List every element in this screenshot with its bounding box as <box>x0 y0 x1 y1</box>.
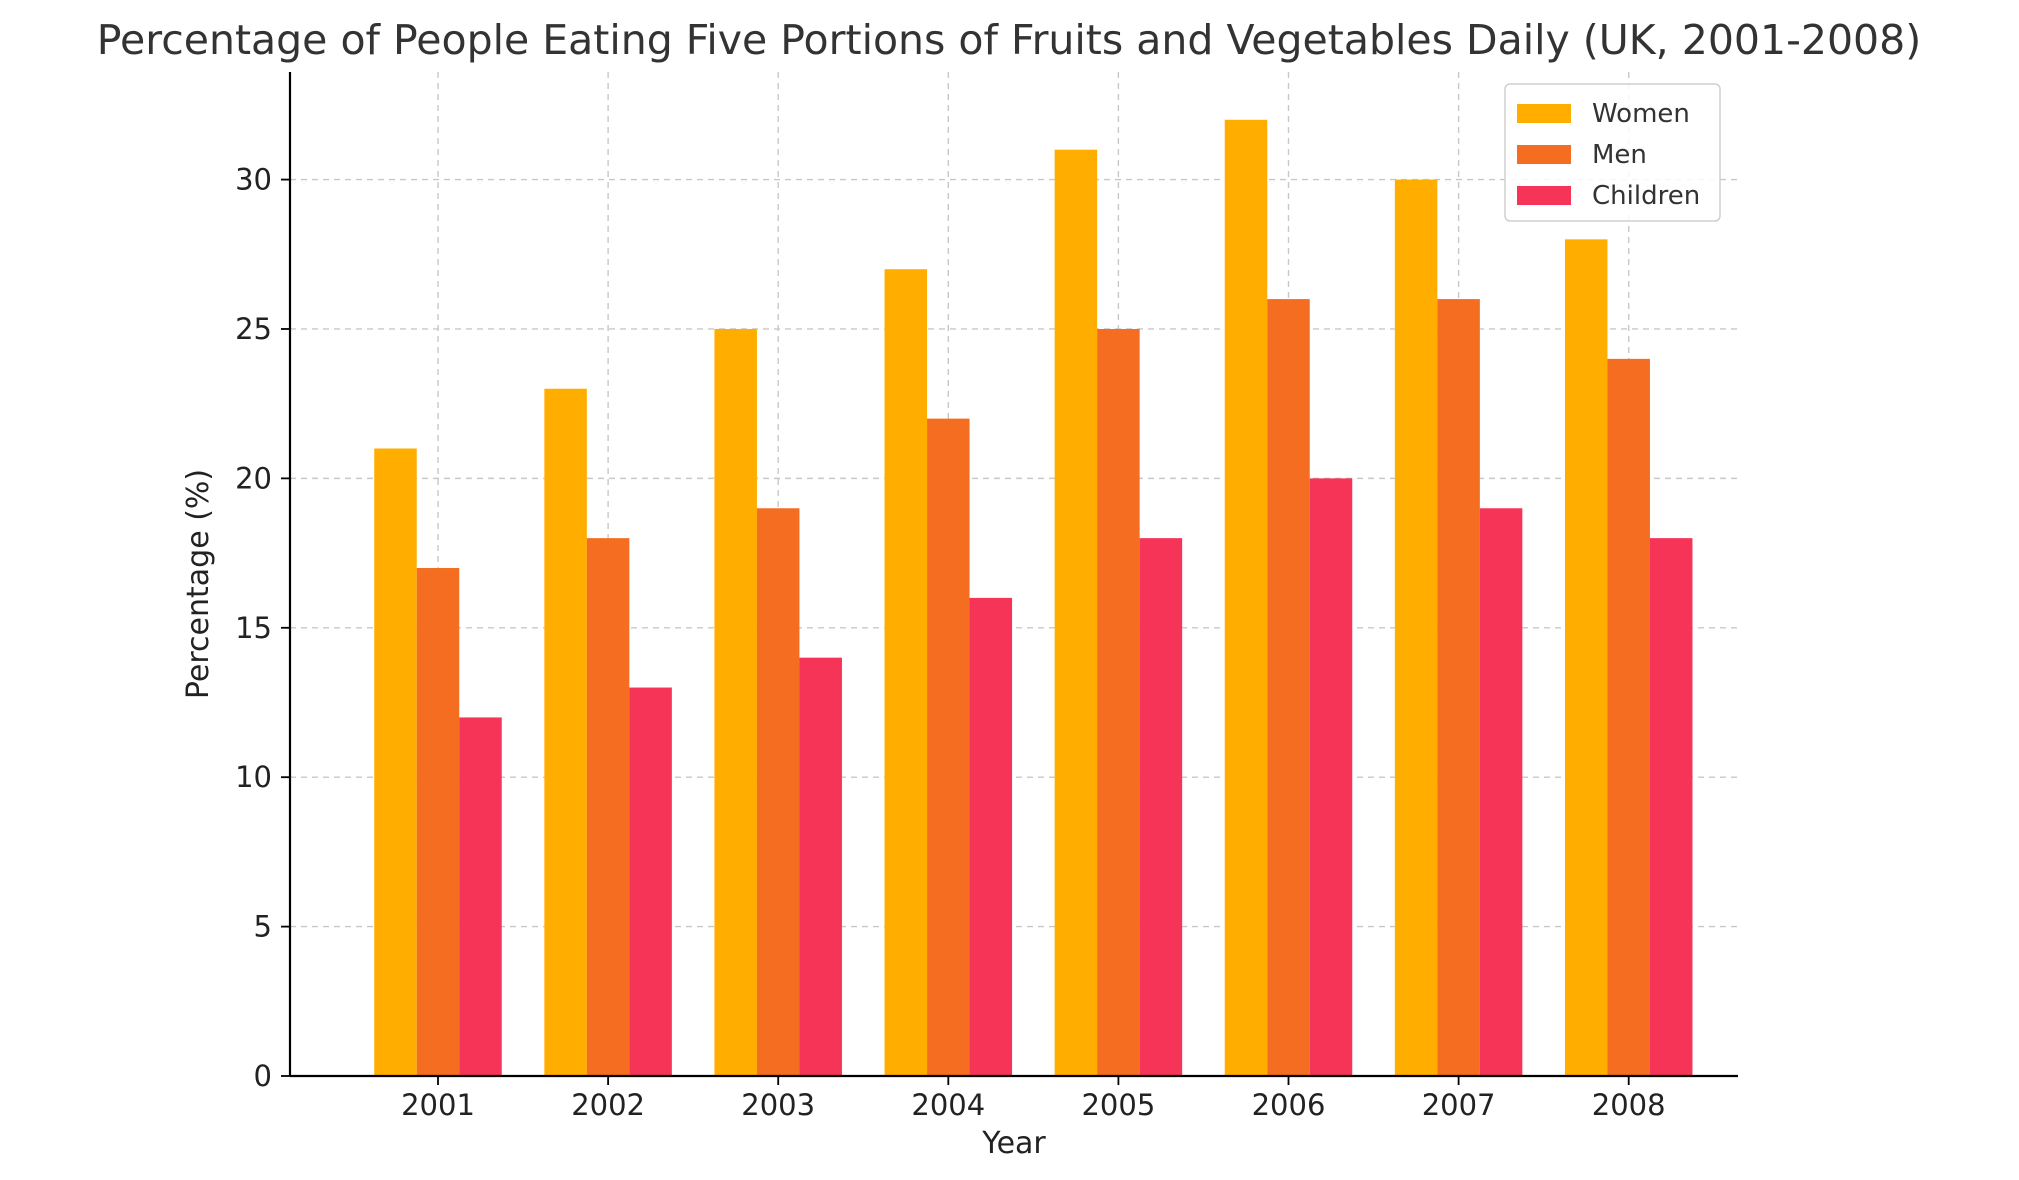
bar-women-2003 <box>714 328 757 1076</box>
x-tick-label: 2008 <box>1592 1088 1666 1122</box>
legend-label-children: Children <box>1592 181 1700 211</box>
bar-men-2008 <box>1607 358 1650 1076</box>
bar-children-2008 <box>1649 538 1693 1076</box>
x-ticks: 2001 2002 2003 2004 2005 2006 2007 2008 <box>401 1076 1666 1122</box>
bar-men-2002 <box>586 538 630 1076</box>
y-ticks: 0 5 10 15 20 25 30 <box>235 163 290 1093</box>
bar-children-2001 <box>459 717 502 1076</box>
bar-women-2008 <box>1564 239 1608 1077</box>
chart-title: Percentage of People Eating Five Portion… <box>97 16 1921 64</box>
x-tick-label: 2004 <box>911 1088 985 1122</box>
legend-label-women: Women <box>1592 99 1690 129</box>
legend-swatch-men <box>1517 145 1571 164</box>
bar-men-2003 <box>756 508 800 1076</box>
y-tick-label: 5 <box>254 910 272 944</box>
y-tick-label: 10 <box>235 760 272 794</box>
bar-women-2005 <box>1054 149 1098 1076</box>
bar-children-2002 <box>629 687 672 1076</box>
x-tick-label: 2006 <box>1252 1088 1326 1122</box>
legend-label-men: Men <box>1592 140 1647 170</box>
y-tick-label: 20 <box>235 461 272 495</box>
y-tick-label: 30 <box>235 163 272 197</box>
y-tick-label: 25 <box>235 312 272 346</box>
bar-children-2004 <box>969 597 1013 1076</box>
x-tick-label: 2007 <box>1422 1088 1496 1122</box>
bar-men-2006 <box>1267 299 1310 1077</box>
legend: Women Men Children <box>1504 83 1721 222</box>
bar-women-2007 <box>1394 179 1438 1077</box>
x-tick-label: 2001 <box>401 1088 475 1122</box>
bar-women-2001 <box>374 448 417 1076</box>
y-tick-label: 15 <box>235 611 272 645</box>
bar-children-2006 <box>1309 478 1353 1076</box>
bar-children-2003 <box>799 657 842 1076</box>
legend-swatch-women <box>1517 104 1571 123</box>
legend-swatch-children <box>1517 186 1571 205</box>
bar-children-2005 <box>1139 538 1183 1076</box>
bar-children-2007 <box>1479 508 1523 1076</box>
bars <box>374 119 1693 1077</box>
bar-women-2006 <box>1224 119 1268 1077</box>
bar-women-2004 <box>884 269 928 1076</box>
bar-men-2001 <box>416 568 460 1076</box>
axes <box>288 72 1738 1078</box>
x-tick-label: 2002 <box>571 1088 645 1122</box>
bar-women-2002 <box>544 388 587 1076</box>
x-tick-label: 2003 <box>741 1088 815 1122</box>
x-tick-label: 2005 <box>1081 1088 1155 1122</box>
y-tick-label: 0 <box>254 1059 272 1093</box>
bar-men-2007 <box>1437 299 1480 1077</box>
bar-men-2004 <box>927 418 970 1077</box>
bar-men-2005 <box>1097 328 1140 1076</box>
x-axis-label: Year <box>981 1126 1046 1161</box>
y-axis-label: Percentage (%) <box>181 469 216 699</box>
